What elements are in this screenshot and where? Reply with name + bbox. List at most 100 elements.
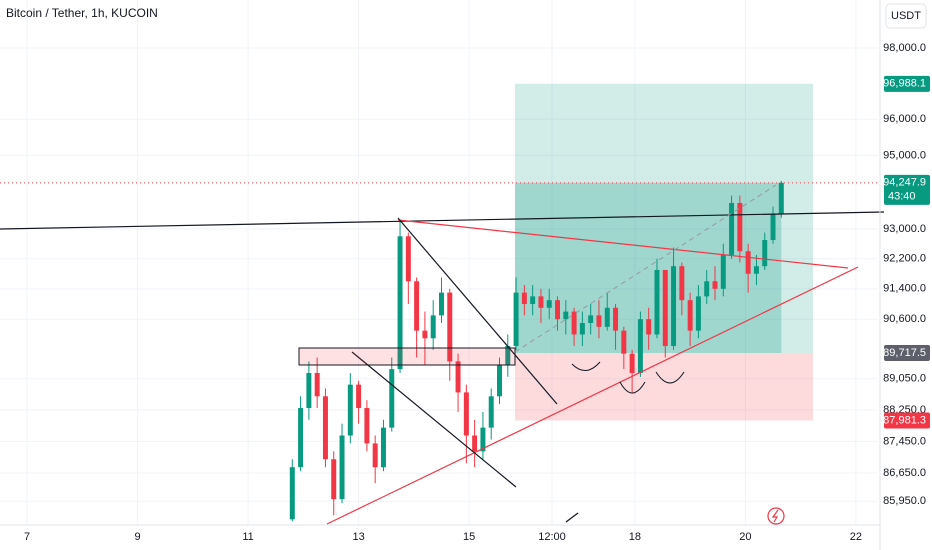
candle-body	[704, 281, 710, 297]
y-tick-label: 93,000.0	[883, 223, 926, 235]
candle-body	[521, 292, 527, 304]
candle-body	[488, 396, 494, 428]
countdown: 43:40	[888, 191, 916, 203]
candle-body	[472, 435, 478, 452]
currency-label: USDT	[891, 10, 921, 22]
candle-body	[579, 323, 585, 335]
y-tick-label: 92,200.0	[883, 253, 926, 265]
candle-body	[596, 315, 602, 327]
candle-body	[720, 254, 726, 289]
x-tick-label: 12:00	[538, 531, 566, 543]
candle-body	[347, 384, 353, 436]
candle-body	[662, 269, 668, 346]
candle-body	[729, 202, 735, 255]
down-trend-line	[351, 351, 517, 488]
candle-body	[364, 408, 370, 444]
alert-icon[interactable]	[767, 507, 785, 525]
x-tick-label: 20	[739, 531, 751, 543]
candle-body	[455, 361, 461, 393]
candle-body	[737, 202, 743, 252]
alert-icon-bolt	[771, 509, 779, 523]
x-tick-label: 15	[463, 531, 475, 543]
price-label: 96,988.1	[883, 78, 926, 90]
candle-body	[463, 392, 469, 436]
candle-body	[778, 182, 784, 215]
x-tick-label: 13	[352, 531, 364, 543]
y-tick-label: 91,400.0	[883, 283, 926, 295]
candle-body	[753, 266, 759, 274]
candle-body	[679, 266, 685, 301]
candle-body	[480, 427, 486, 452]
x-tick-label: 22	[850, 531, 862, 543]
triangle-upper-line	[397, 219, 849, 269]
candles	[289, 180, 784, 522]
y-tick-label: 96,000.0	[883, 113, 926, 125]
grid	[0, 0, 878, 525]
y-tick-label: 89,050.0	[883, 373, 926, 385]
candle-body	[687, 300, 693, 331]
candle-body	[546, 300, 552, 308]
chart-title: Bitcoin / Tether, 1h, KUCOIN	[6, 6, 158, 20]
candle-body	[389, 369, 395, 428]
x-tick-label: 7	[24, 531, 30, 543]
candle-body	[613, 307, 619, 331]
stop-zone	[515, 353, 813, 421]
y-tick-label: 87,450.0	[883, 435, 926, 447]
y-tick-label: 90,600.0	[883, 313, 926, 325]
down-trend-line	[397, 217, 558, 405]
candle-body	[439, 292, 444, 316]
candle-body	[397, 236, 403, 370]
price-label-box	[884, 174, 930, 205]
candle-body	[405, 236, 411, 282]
support-zone	[298, 347, 516, 366]
y-tick-label: 86,650.0	[883, 467, 926, 479]
price-label: 94,247.9	[883, 177, 926, 189]
shoulder-arc	[655, 371, 685, 384]
candle-body	[306, 372, 312, 409]
candle-body	[513, 292, 519, 346]
candle-body	[505, 345, 511, 366]
candle-body	[380, 427, 386, 468]
candle-body	[646, 319, 652, 335]
projection-line	[514, 184, 777, 353]
candle-body	[770, 214, 776, 241]
horizontal-trend-line	[0, 211, 885, 230]
candle-body	[497, 365, 502, 397]
candle-body	[430, 315, 436, 339]
drawings	[0, 184, 885, 525]
x-tick-label: 18	[629, 531, 641, 543]
candle-body	[538, 296, 544, 308]
y-tick-label: 95,000.0	[883, 149, 926, 161]
candle-body	[604, 307, 610, 327]
currency-button[interactable]	[885, 3, 927, 29]
candle-body	[629, 353, 635, 373]
candle-body	[331, 459, 337, 500]
candle-body	[339, 435, 345, 500]
candle-body	[712, 281, 718, 289]
price-label-box	[884, 75, 930, 92]
price-label-box	[884, 412, 930, 429]
x-tick-label: 11	[242, 531, 253, 543]
candle-body	[314, 372, 320, 397]
candle-body	[289, 467, 295, 520]
candle-body	[571, 311, 577, 335]
candle-body	[762, 240, 768, 267]
shoulder-arc	[571, 361, 601, 371]
candle-body	[671, 266, 677, 346]
candle-body	[372, 443, 378, 468]
y-tick-label: 85,950.0	[883, 495, 926, 507]
y-tick-label: 98,000.0	[883, 42, 926, 54]
candle-body	[356, 384, 362, 409]
axes: 98,000.0 96,000.0 95,000.0 93,000.0 92,200.0…	[24, 42, 930, 543]
candle-body	[563, 311, 569, 320]
candle-body	[322, 396, 328, 460]
candle-body	[654, 269, 660, 335]
candle-body	[530, 296, 536, 304]
candle-body	[621, 330, 627, 354]
candle-body	[637, 319, 643, 373]
triangle-lower-line	[326, 266, 859, 525]
candle-body	[447, 292, 453, 362]
candle-body	[414, 281, 420, 331]
candle-body	[745, 251, 751, 274]
